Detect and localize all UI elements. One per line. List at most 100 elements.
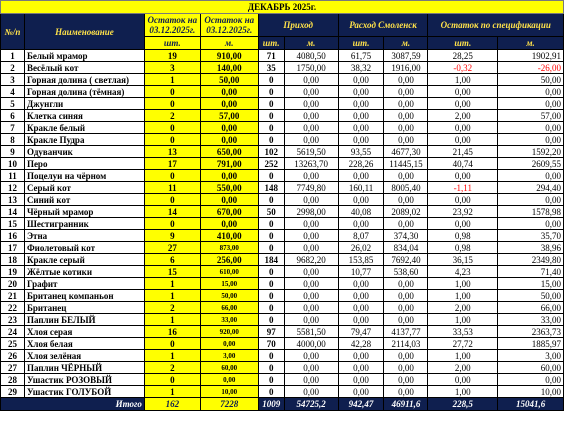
row-rem-m[interactable]: 0,00: [497, 217, 564, 230]
row-stock-pcs[interactable]: 1: [143, 73, 201, 86]
row-rem-pcs[interactable]: 1,00: [427, 313, 499, 326]
row-stock-pcs[interactable]: 2: [143, 109, 201, 122]
row-out-pcs[interactable]: 0,00: [337, 349, 385, 362]
row-in-m[interactable]: 0,00: [283, 349, 339, 362]
row-stock-m[interactable]: 910,00: [199, 49, 259, 62]
row-name[interactable]: Ушастик РОЗОВЫЙ: [23, 373, 145, 386]
row-in-m[interactable]: 0,00: [283, 193, 339, 206]
row-out-m[interactable]: 0,00: [383, 373, 429, 386]
row-rem-m[interactable]: 0,00: [497, 133, 564, 146]
row-rem-m[interactable]: 57,00: [497, 109, 564, 122]
row-stock-pcs[interactable]: 0: [143, 373, 201, 386]
row-rem-m[interactable]: 66,00: [497, 301, 564, 314]
row-in-m[interactable]: 13263,70: [283, 157, 339, 170]
row-name[interactable]: Британец компаньон: [23, 289, 145, 302]
row-rem-pcs[interactable]: 0,00: [427, 85, 499, 98]
row-rem-m[interactable]: 294,40: [497, 181, 564, 194]
row-in-pcs[interactable]: 97: [257, 325, 285, 338]
row-stock-pcs[interactable]: 27: [143, 241, 201, 254]
row-number[interactable]: 20: [0, 277, 25, 290]
row-out-m[interactable]: 0,00: [383, 85, 429, 98]
row-number[interactable]: 2: [0, 61, 25, 74]
header-name[interactable]: Наименование: [23, 13, 145, 50]
row-name[interactable]: Перо: [23, 157, 145, 170]
row-name[interactable]: Горная долина (тёмная): [23, 85, 145, 98]
row-stock-m[interactable]: 0,00: [199, 97, 259, 110]
row-in-m[interactable]: 0,00: [283, 385, 339, 398]
row-rem-pcs[interactable]: 1,00: [427, 73, 499, 86]
row-rem-m[interactable]: -26,00: [497, 61, 564, 74]
row-in-m[interactable]: 0,00: [283, 241, 339, 254]
row-in-m[interactable]: 0,00: [283, 361, 339, 374]
row-name[interactable]: Джунгли: [23, 97, 145, 110]
row-rem-pcs[interactable]: 2,00: [427, 361, 499, 374]
row-number[interactable]: 21: [0, 289, 25, 302]
row-stock-pcs[interactable]: 0: [143, 133, 201, 146]
row-in-pcs[interactable]: 35: [257, 61, 285, 74]
row-rem-pcs[interactable]: 0,00: [427, 121, 499, 134]
row-stock-m[interactable]: 3,00: [199, 349, 259, 362]
row-out-pcs[interactable]: 26,02: [337, 241, 385, 254]
row-in-pcs[interactable]: 0: [257, 133, 285, 146]
row-stock-pcs[interactable]: 2: [143, 301, 201, 314]
row-rem-pcs[interactable]: -1,11: [427, 181, 499, 194]
row-in-pcs[interactable]: 148: [257, 181, 285, 194]
row-number[interactable]: 13: [0, 193, 25, 206]
row-out-m[interactable]: 0,00: [383, 361, 429, 374]
row-stock-m[interactable]: 0,00: [199, 121, 259, 134]
row-out-m[interactable]: 0,00: [383, 277, 429, 290]
row-in-m[interactable]: 9682,20: [283, 253, 339, 266]
row-rem-m[interactable]: 1592,20: [497, 145, 564, 158]
row-stock-m[interactable]: 873,00: [199, 241, 259, 254]
row-out-pcs[interactable]: 0,00: [337, 169, 385, 182]
row-rem-m[interactable]: 10,00: [497, 385, 564, 398]
row-number[interactable]: 12: [0, 181, 25, 194]
row-rem-pcs[interactable]: 0,00: [427, 373, 499, 386]
row-out-pcs[interactable]: 0,00: [337, 73, 385, 86]
row-number[interactable]: 4: [0, 85, 25, 98]
row-stock-m[interactable]: 670,00: [199, 205, 259, 218]
row-in-m[interactable]: 5581,50: [283, 325, 339, 338]
row-rem-m[interactable]: 3,00: [497, 349, 564, 362]
row-in-pcs[interactable]: 0: [257, 277, 285, 290]
row-out-pcs[interactable]: 40,08: [337, 205, 385, 218]
row-stock-pcs[interactable]: 2: [143, 361, 201, 374]
row-out-pcs[interactable]: 0,00: [337, 313, 385, 326]
row-out-pcs[interactable]: 61,75: [337, 49, 385, 62]
row-rem-pcs[interactable]: 0,00: [427, 193, 499, 206]
row-rem-pcs[interactable]: 0,00: [427, 169, 499, 182]
row-number[interactable]: 24: [0, 325, 25, 338]
row-stock-pcs[interactable]: 6: [143, 253, 201, 266]
row-in-m[interactable]: 0,00: [283, 73, 339, 86]
unit-m[interactable]: м.: [283, 36, 339, 50]
row-rem-m[interactable]: 1578,98: [497, 205, 564, 218]
row-number[interactable]: 8: [0, 133, 25, 146]
row-out-pcs[interactable]: 0,00: [337, 373, 385, 386]
row-out-pcs[interactable]: 0,00: [337, 289, 385, 302]
row-rem-pcs[interactable]: 2,00: [427, 301, 499, 314]
row-in-pcs[interactable]: 0: [257, 217, 285, 230]
row-rem-m[interactable]: 38,96: [497, 241, 564, 254]
unit-m[interactable]: м.: [383, 36, 429, 50]
row-in-m[interactable]: 0,00: [283, 229, 339, 242]
row-stock-m[interactable]: 0,00: [199, 337, 259, 350]
row-stock-m[interactable]: 66,00: [199, 301, 259, 314]
row-in-pcs[interactable]: 70: [257, 337, 285, 350]
row-rem-m[interactable]: 2349,80: [497, 253, 564, 266]
row-number[interactable]: 15: [0, 217, 25, 230]
row-out-pcs[interactable]: 8,07: [337, 229, 385, 242]
row-name[interactable]: Шестигранник: [23, 217, 145, 230]
row-out-m[interactable]: 0,00: [383, 73, 429, 86]
row-in-m[interactable]: 4000,00: [283, 337, 339, 350]
row-stock-pcs[interactable]: 14: [143, 205, 201, 218]
row-in-pcs[interactable]: 71: [257, 49, 285, 62]
totals-in-m[interactable]: 54725,2: [283, 397, 339, 411]
row-in-m[interactable]: 0,00: [283, 277, 339, 290]
row-name[interactable]: Графит: [23, 277, 145, 290]
row-stock-m[interactable]: 650,00: [199, 145, 259, 158]
row-in-m[interactable]: 0,00: [283, 265, 339, 278]
row-rem-pcs[interactable]: 1,00: [427, 277, 499, 290]
row-out-pcs[interactable]: 0,00: [337, 385, 385, 398]
row-rem-m[interactable]: 60,00: [497, 361, 564, 374]
row-name[interactable]: Кракле серый: [23, 253, 145, 266]
